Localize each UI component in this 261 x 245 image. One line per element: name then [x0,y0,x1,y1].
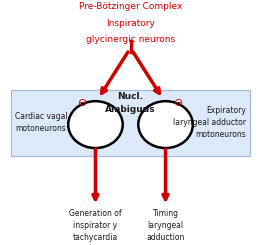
Text: Nucl.: Nucl. [117,92,144,101]
Text: Pre-Bötzinger Complex: Pre-Bötzinger Complex [79,2,182,11]
Text: ⊖: ⊖ [174,98,183,108]
Text: Expiratory
laryngeal adductor
motoneurons: Expiratory laryngeal adductor motoneuron… [173,106,246,139]
Text: ⊖: ⊖ [78,98,87,108]
Text: Cardiac vagal
motoneurons: Cardiac vagal motoneurons [15,112,68,133]
Text: Inspiratory: Inspiratory [106,19,155,27]
Text: Ambiguus: Ambiguus [105,105,156,113]
Text: Generation of
inspirator y
tachycardia: Generation of inspirator y tachycardia [69,209,122,242]
Text: glycinergic neurons: glycinergic neurons [86,35,175,44]
Circle shape [68,101,123,148]
Text: Timing
laryngeal
adduction: Timing laryngeal adduction [146,209,185,242]
FancyBboxPatch shape [11,90,250,156]
Circle shape [138,101,193,148]
